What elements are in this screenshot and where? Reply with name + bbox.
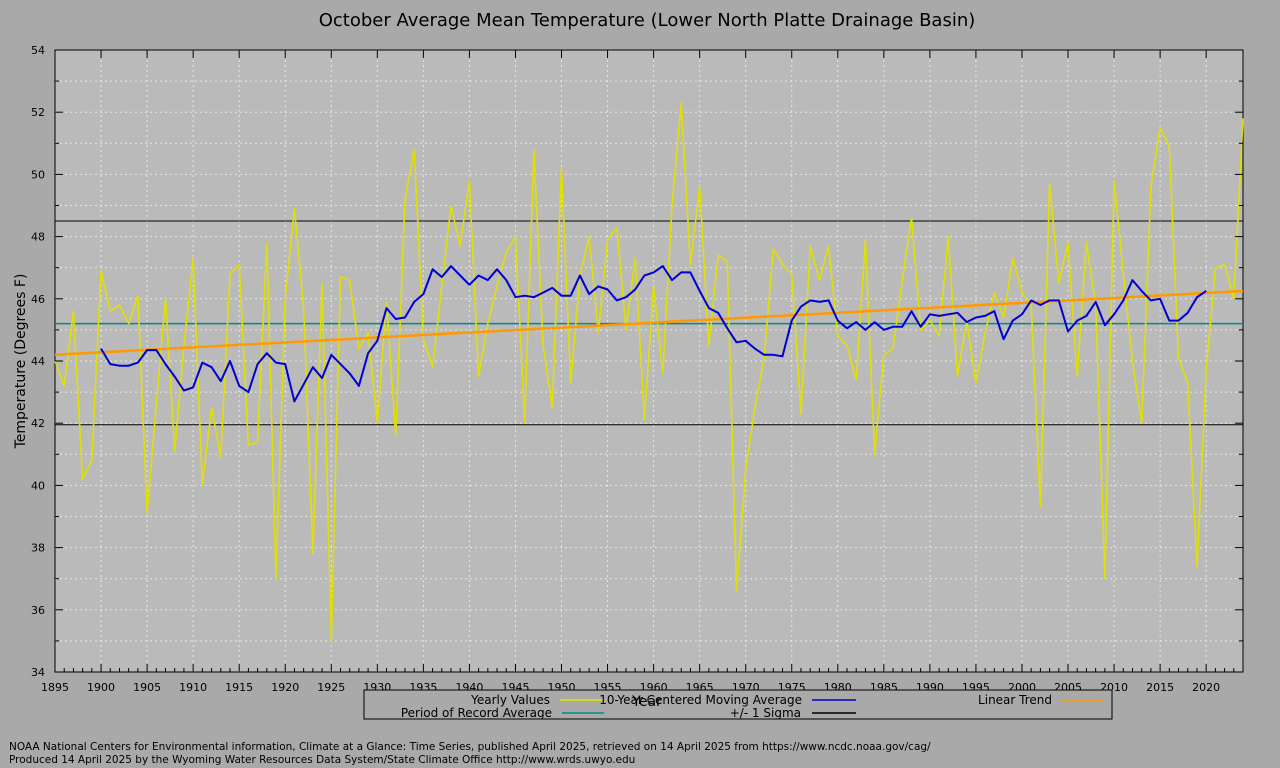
- legend-moving-average-label: 10-Year Centered Moving Average: [599, 693, 802, 707]
- footer: NOAA National Centers for Environmental …: [9, 741, 931, 767]
- y-tick-label: 50: [31, 168, 45, 181]
- y-tick-label: 54: [31, 44, 45, 57]
- chart: October Average Mean Temperature (Lower …: [13, 10, 1244, 720]
- legend-period-average-label: Period of Record Average: [401, 706, 552, 720]
- legend: Yearly Values 10-Year Centered Moving Ave…: [363, 689, 1113, 720]
- legend-linear-trend-label: Linear Trend: [978, 693, 1052, 707]
- y-tick-label: 48: [31, 231, 45, 244]
- grid: [55, 50, 1243, 672]
- y-tick-label: 52: [31, 106, 45, 119]
- x-tick-label: 1910: [179, 681, 207, 694]
- x-tick-label: 2015: [1146, 681, 1174, 694]
- y-tick-label: 46: [31, 293, 45, 306]
- y-tick-label: 40: [31, 479, 45, 492]
- legend-yearly-label: Yearly Values: [470, 693, 550, 707]
- chart-title: October Average Mean Temperature (Lower …: [319, 10, 976, 31]
- y-tick-label: 34: [31, 666, 45, 679]
- legend-box: [363, 689, 1113, 720]
- y-axis-label: Temperature (Degrees F): [13, 274, 29, 450]
- moving-average-line: [100, 265, 1207, 403]
- y-tick-label: 36: [31, 604, 45, 617]
- y-tick-label: 38: [31, 542, 45, 555]
- x-tick-label: 1905: [133, 681, 161, 694]
- x-tick-label: 2020: [1192, 681, 1220, 694]
- x-tick-label: 1895: [41, 681, 69, 694]
- footer-source: NOAA National Centers for Environmental …: [9, 741, 931, 753]
- x-axis-label: Year: [631, 694, 662, 710]
- footer-producer: Produced 14 April 2025 by the Wyoming Wa…: [9, 754, 636, 766]
- y-tick-label: 44: [31, 355, 45, 368]
- y-tick-label: 42: [31, 417, 45, 430]
- x-tick-label: 1900: [87, 681, 115, 694]
- x-tick-label: 1915: [225, 681, 253, 694]
- legend-sigma-label: +/- 1 Sigma: [730, 706, 801, 720]
- x-tick-label: 1920: [271, 681, 299, 694]
- series-lines: [54, 102, 1244, 642]
- x-tick-label: 1925: [317, 681, 345, 694]
- yearly-values-line: [54, 102, 1244, 642]
